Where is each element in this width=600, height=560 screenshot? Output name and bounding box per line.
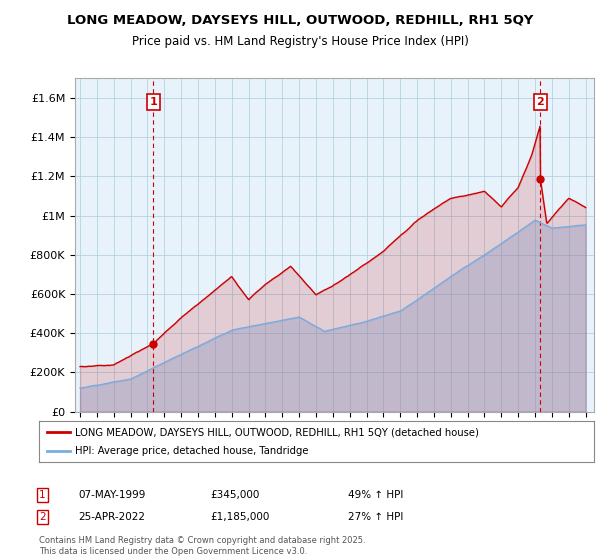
Text: 07-MAY-1999: 07-MAY-1999 [78,490,145,500]
Text: LONG MEADOW, DAYSEYS HILL, OUTWOOD, REDHILL, RH1 5QY (detached house): LONG MEADOW, DAYSEYS HILL, OUTWOOD, REDH… [75,427,479,437]
Text: 25-APR-2022: 25-APR-2022 [78,512,145,522]
Text: HPI: Average price, detached house, Tandridge: HPI: Average price, detached house, Tand… [75,446,308,456]
Text: 1: 1 [149,97,157,107]
Text: Contains HM Land Registry data © Crown copyright and database right 2025.
This d: Contains HM Land Registry data © Crown c… [39,536,365,556]
Text: Price paid vs. HM Land Registry's House Price Index (HPI): Price paid vs. HM Land Registry's House … [131,35,469,48]
Text: 2: 2 [536,97,544,107]
Text: 1: 1 [39,490,46,500]
Text: LONG MEADOW, DAYSEYS HILL, OUTWOOD, REDHILL, RH1 5QY: LONG MEADOW, DAYSEYS HILL, OUTWOOD, REDH… [67,14,533,27]
Text: 2: 2 [39,512,46,522]
Text: 27% ↑ HPI: 27% ↑ HPI [348,512,403,522]
Text: £1,185,000: £1,185,000 [210,512,269,522]
Text: £345,000: £345,000 [210,490,259,500]
Text: 49% ↑ HPI: 49% ↑ HPI [348,490,403,500]
